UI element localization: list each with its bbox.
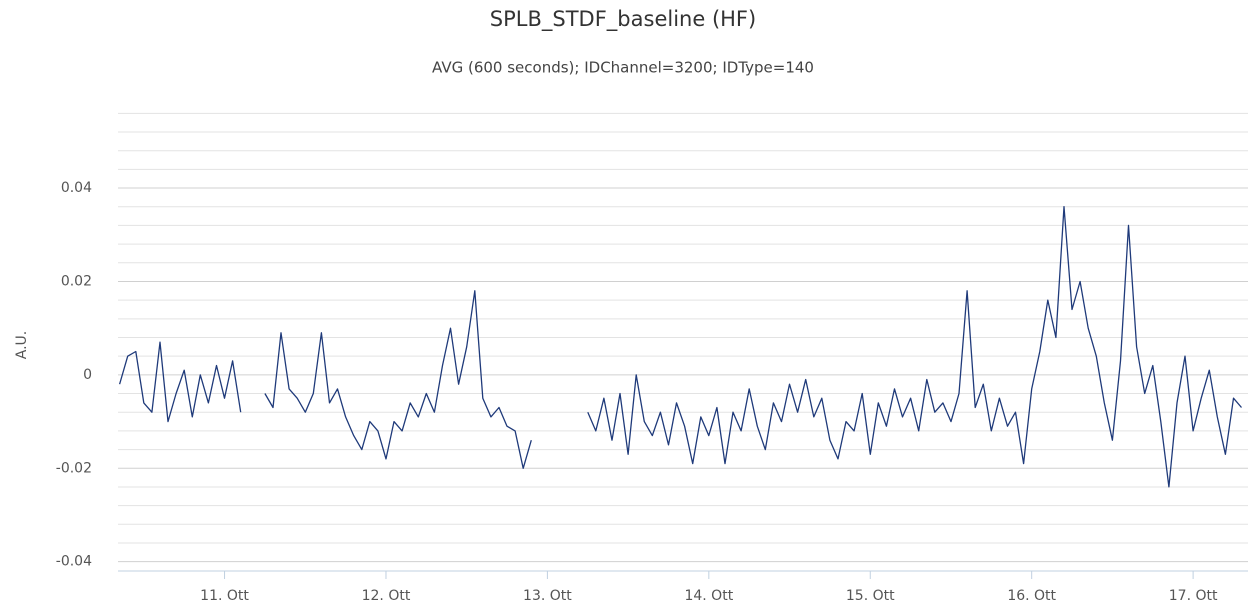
x-tick-label: 15. Ott <box>846 588 895 604</box>
y-tick-label: -0.04 <box>56 554 92 570</box>
data-line <box>118 206 1242 488</box>
x-tick-label: 13. Ott <box>523 588 572 604</box>
chart-title: SPLB_STDF_baseline (HF) <box>490 7 756 32</box>
y-axis-label: A.U. <box>14 331 30 359</box>
y-tick-label: 0.02 <box>61 273 92 289</box>
x-tick-label: 12. Ott <box>362 588 411 604</box>
y-tick-label: 0 <box>83 367 92 383</box>
x-tick-label: 14. Ott <box>684 588 733 604</box>
y-tick-label: -0.02 <box>56 460 92 476</box>
x-tick-label: 16. Ott <box>1007 588 1056 604</box>
x-tick-label: 11. Ott <box>200 588 249 604</box>
y-tick-label: 0.04 <box>61 180 92 196</box>
chart-subtitle: AVG (600 seconds); IDChannel=3200; IDTyp… <box>432 59 814 77</box>
x-tick-label: 17. Ott <box>1169 588 1218 604</box>
